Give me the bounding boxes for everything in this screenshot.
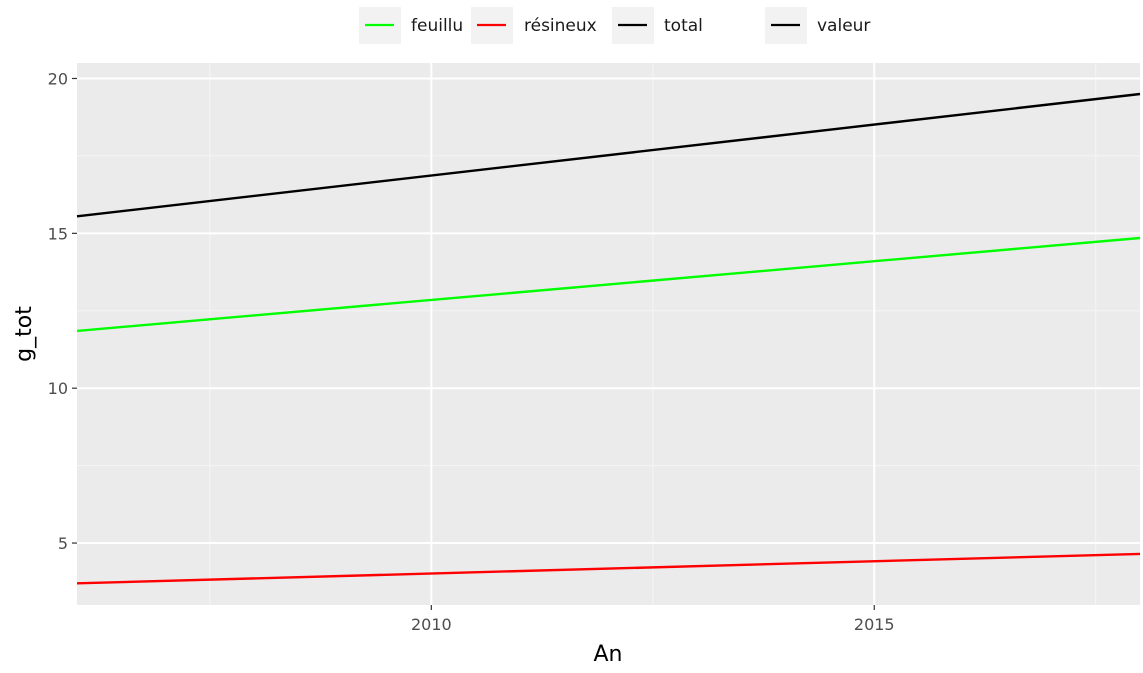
y-tick-label-5: 5 [58,534,68,553]
legend-label-total: total [664,16,703,36]
legend: feuillu résineux total valeur [359,7,870,44]
plot-panel [77,63,1140,605]
legend-label-feuillu: feuillu [411,16,463,36]
legend-label-resineux: résineux [524,16,597,36]
x-axis: 2010 2015 [411,605,895,634]
y-axis: 5 10 15 20 [48,69,77,553]
y-tick-label-20: 20 [48,69,68,88]
series-lines [76,92,1141,585]
x-tick-label-2015: 2015 [854,615,895,634]
y-tick-label-10: 10 [48,379,68,398]
grid-major [77,63,1140,605]
series-line-feuillu [76,236,1141,333]
y-axis-title: g_tot [12,306,37,362]
x-axis-title: An [594,642,623,667]
series-line-total [76,92,1141,218]
legend-label-valeur: valeur [817,16,870,36]
y-tick-label-15: 15 [48,224,68,243]
series-line-résineux [76,552,1141,585]
x-tick-label-2010: 2010 [411,615,452,634]
